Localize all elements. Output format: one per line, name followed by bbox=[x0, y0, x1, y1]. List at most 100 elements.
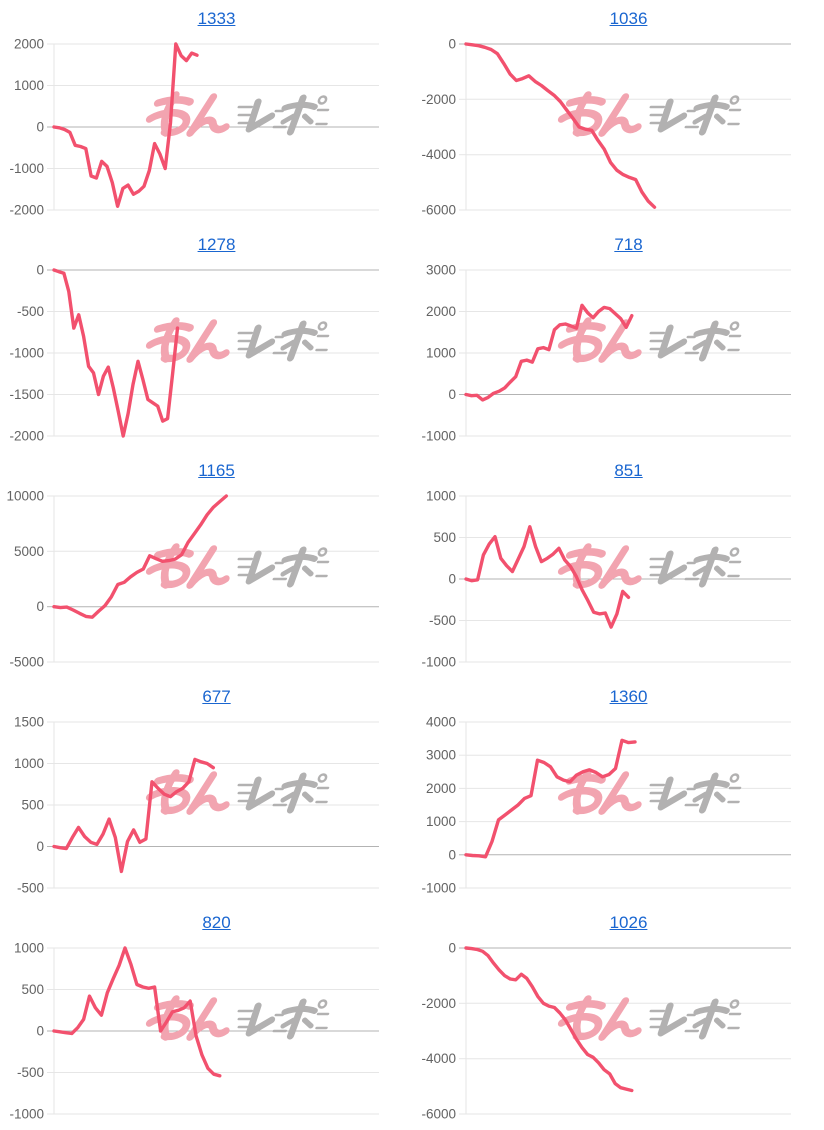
y-tick-label: -500 bbox=[17, 881, 44, 896]
chart-title-row: 820 bbox=[54, 904, 379, 940]
minrepo-watermark-icon bbox=[558, 95, 745, 133]
y-tick-label: 10000 bbox=[6, 489, 44, 504]
line-chart-1: 0 -2000 -4000 -6000 bbox=[421, 37, 791, 218]
y-tick-label: -500 bbox=[17, 304, 44, 319]
chart-title-row: 1333 bbox=[54, 0, 379, 36]
y-tick-label: 0 bbox=[448, 572, 456, 587]
y-tick-label: -2000 bbox=[421, 92, 456, 107]
y-tick-label: 1000 bbox=[14, 78, 44, 93]
line-chart-4: 10000 5000 0 -5000 bbox=[6, 489, 379, 670]
payout-line-series bbox=[464, 946, 634, 1093]
line-chart-9: 0 -2000 -4000 -6000 bbox=[421, 941, 791, 1122]
y-tick-label: 1000 bbox=[14, 756, 44, 771]
y-tick-label: -1000 bbox=[421, 655, 456, 670]
chart-cell-5: 851 1000 500 0 -500 -1000 bbox=[412, 452, 824, 678]
chart-title-link-1[interactable]: 1036 bbox=[609, 9, 648, 28]
chart-cell-2: 1278 0 -500 -1000 -1500 -2000 bbox=[0, 226, 412, 452]
chart-title-link-9[interactable]: 1026 bbox=[609, 913, 648, 932]
chart-title-row: 1165 bbox=[54, 452, 379, 488]
y-tick-label: 0 bbox=[448, 941, 456, 956]
minrepo-watermark-icon bbox=[558, 999, 745, 1037]
y-tick-label: 0 bbox=[448, 37, 456, 52]
line-chart-6: 1500 1000 500 0 -500 bbox=[14, 715, 379, 896]
y-tick-label: 0 bbox=[36, 1024, 44, 1039]
chart-cell-3: 718 3000 2000 1000 0 -1000 bbox=[412, 226, 824, 452]
y-tick-label: 1500 bbox=[14, 715, 44, 730]
y-tick-label: 2000 bbox=[426, 304, 456, 319]
y-tick-label: 2000 bbox=[426, 781, 456, 796]
chart-title-row: 1278 bbox=[54, 226, 379, 262]
line-chart-7: 4000 3000 2000 1000 0 -1000 bbox=[421, 715, 791, 896]
y-tick-label: -1000 bbox=[9, 1107, 44, 1122]
chart-title-row: 1026 bbox=[466, 904, 791, 940]
y-tick-label: -500 bbox=[429, 613, 456, 628]
y-tick-label: 1000 bbox=[14, 941, 44, 956]
chart-title-row: 1360 bbox=[466, 678, 791, 714]
chart-cell-0: 1333 2000 1000 0 -1000 -2000 bbox=[0, 0, 412, 226]
y-tick-label: 0 bbox=[448, 847, 456, 862]
y-tick-label: 3000 bbox=[426, 748, 456, 763]
y-tick-label: -6000 bbox=[421, 1107, 456, 1122]
y-tick-label: 1000 bbox=[426, 814, 456, 829]
chart-title-link-2[interactable]: 1278 bbox=[197, 235, 236, 254]
line-chart-3: 3000 2000 1000 0 -1000 bbox=[421, 263, 791, 444]
chart-cell-4: 1165 10000 5000 0 -5000 bbox=[0, 452, 412, 678]
y-tick-label: -2000 bbox=[421, 996, 456, 1011]
chart-title-link-5[interactable]: 851 bbox=[614, 461, 643, 480]
y-tick-label: 3000 bbox=[426, 263, 456, 278]
y-tick-label: -1000 bbox=[9, 346, 44, 361]
payout-line-series bbox=[52, 757, 216, 874]
y-tick-label: 5000 bbox=[14, 544, 44, 559]
y-tick-label: -1000 bbox=[9, 161, 44, 176]
y-tick-label: 0 bbox=[448, 387, 456, 402]
chart-title-link-7[interactable]: 1360 bbox=[609, 687, 648, 706]
y-tick-label: 4000 bbox=[426, 715, 456, 730]
line-chart-2: 0 -500 -1000 -1500 -2000 bbox=[9, 263, 379, 444]
payout-line-series bbox=[52, 946, 222, 1078]
chart-cell-9: 1026 0 -2000 -4000 -6000 bbox=[412, 904, 824, 1130]
line-chart-5: 1000 500 0 -500 -1000 bbox=[421, 489, 791, 670]
y-tick-label: 1000 bbox=[426, 489, 456, 504]
chart-cell-8: 820 1000 500 0 -500 -1000 bbox=[0, 904, 412, 1130]
y-tick-label: -2000 bbox=[9, 203, 44, 218]
chart-title-link-4[interactable]: 1165 bbox=[198, 461, 235, 480]
payout-line-series bbox=[464, 525, 631, 629]
y-tick-label: 0 bbox=[36, 599, 44, 614]
y-tick-label: 2000 bbox=[14, 37, 44, 52]
chart-cell-6: 677 1500 1000 500 0 -500 bbox=[0, 678, 412, 904]
y-tick-label: 500 bbox=[21, 798, 44, 813]
y-tick-label: 1000 bbox=[426, 346, 456, 361]
chart-title-row: 1036 bbox=[466, 0, 791, 36]
line-chart-0: 2000 1000 0 -1000 -2000 bbox=[9, 37, 379, 218]
payout-line-series bbox=[52, 42, 199, 209]
payout-line-series bbox=[464, 738, 637, 859]
chart-cell-1: 1036 0 -2000 -4000 -6000 bbox=[412, 0, 824, 226]
y-tick-label: -500 bbox=[17, 1065, 44, 1080]
chart-cell-7: 1360 4000 3000 2000 1000 0 -1000 bbox=[412, 678, 824, 904]
y-tick-label: -1500 bbox=[9, 387, 44, 402]
y-tick-label: 500 bbox=[433, 530, 456, 545]
y-tick-label: -1000 bbox=[421, 881, 456, 896]
y-tick-label: -4000 bbox=[421, 147, 456, 162]
payout-line-series bbox=[52, 268, 180, 438]
chart-title-row: 718 bbox=[466, 226, 791, 262]
payout-line-series bbox=[464, 303, 634, 402]
payout-line-series bbox=[52, 494, 229, 619]
y-tick-label: -4000 bbox=[421, 1051, 456, 1066]
chart-title-link-3[interactable]: 718 bbox=[614, 235, 643, 254]
y-tick-label: -2000 bbox=[9, 429, 44, 444]
chart-title-link-6[interactable]: 677 bbox=[202, 687, 231, 706]
chart-title-link-0[interactable]: 1333 bbox=[197, 9, 236, 28]
chart-title-row: 851 bbox=[466, 452, 791, 488]
minrepo-watermark-icon bbox=[558, 773, 745, 811]
line-chart-8: 1000 500 0 -500 -1000 bbox=[9, 941, 379, 1122]
y-tick-label: -5000 bbox=[9, 655, 44, 670]
y-tick-label: 0 bbox=[36, 263, 44, 278]
y-tick-label: 0 bbox=[36, 120, 44, 135]
minrepo-watermark-icon bbox=[146, 547, 333, 585]
payout-line-series bbox=[464, 42, 657, 209]
chart-title-link-8[interactable]: 820 bbox=[202, 913, 231, 932]
y-tick-label: -6000 bbox=[421, 203, 456, 218]
y-tick-label: -1000 bbox=[421, 429, 456, 444]
